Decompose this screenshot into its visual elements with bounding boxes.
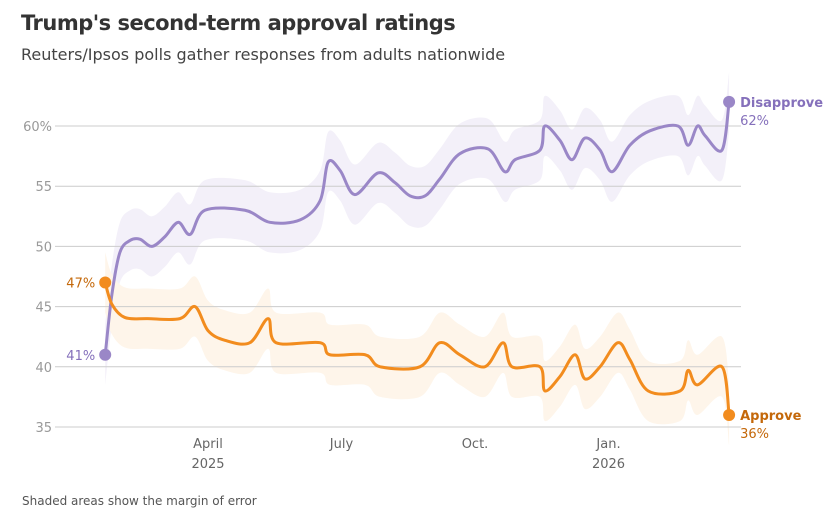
x-tick-label: April <box>193 437 223 452</box>
chart-title: Trump's second-term approval ratings <box>21 11 456 35</box>
series-name-label-approve: Approve <box>740 409 801 424</box>
series-name-label-disapprove: Disapprove <box>740 96 823 111</box>
margin-of-error-band-disapprove <box>105 71 730 385</box>
margin-of-error-band-approve <box>105 252 730 446</box>
start-point-disapprove <box>99 348 112 361</box>
y-tick-label: 55 <box>35 180 52 195</box>
x-tick-label: Jan. <box>595 437 620 452</box>
x-tick-label: Oct. <box>462 437 489 452</box>
end-point-approve <box>723 408 736 421</box>
end-point-disapprove <box>723 95 736 108</box>
x-tick-year-label: 2026 <box>592 457 625 472</box>
series-line-approve <box>103 282 731 416</box>
end-value-label-approve: 36% <box>740 427 769 442</box>
x-tick-label: July <box>329 437 354 452</box>
y-tick-label: 60% <box>23 120 52 135</box>
y-tick-label: 50 <box>35 240 52 255</box>
start-value-label-disapprove: 41% <box>66 349 95 364</box>
y-tick-label: 45 <box>35 301 52 316</box>
chart-subtitle: Reuters/Ipsos polls gather responses fro… <box>21 45 506 64</box>
end-value-label-disapprove: 62% <box>740 114 769 129</box>
y-tick-label: 40 <box>35 361 52 376</box>
start-value-label-approve: 47% <box>66 277 95 292</box>
footnote: Shaded areas show the margin of error <box>22 494 257 508</box>
start-point-approve <box>99 276 112 289</box>
y-tick-label: 35 <box>35 421 52 436</box>
series-line-disapprove <box>103 101 731 355</box>
x-tick-year-label: 2025 <box>191 457 224 472</box>
